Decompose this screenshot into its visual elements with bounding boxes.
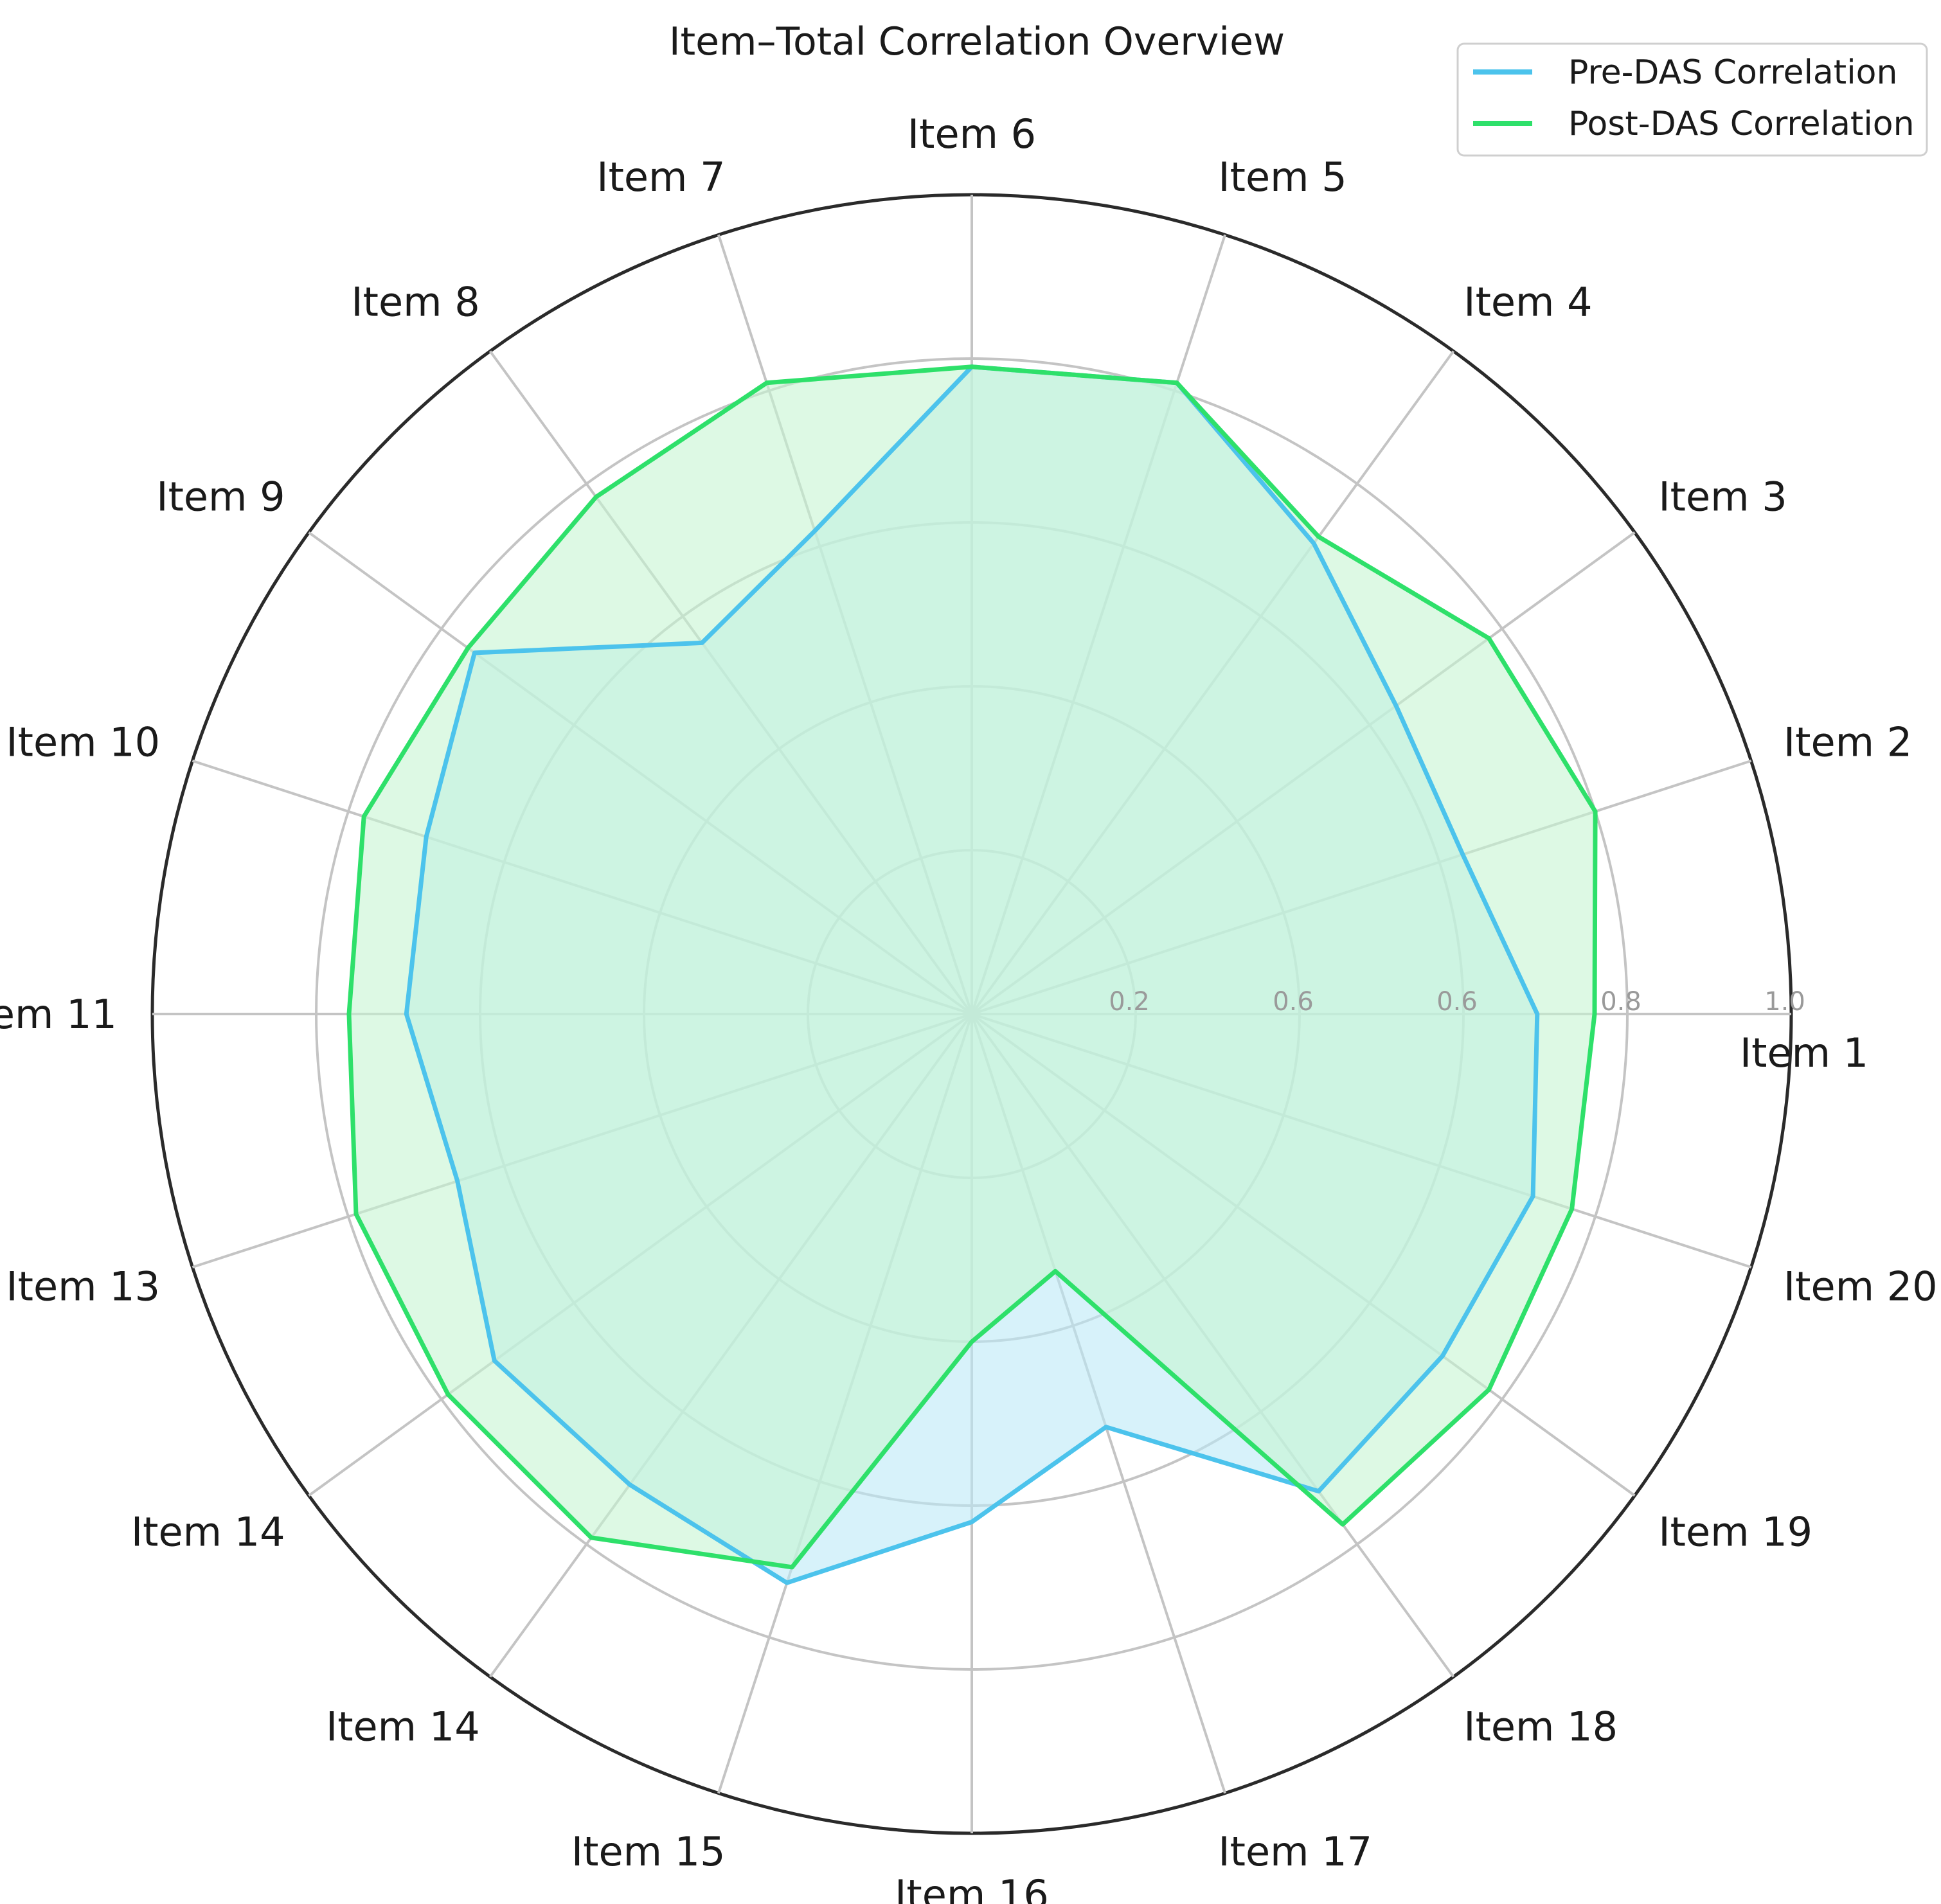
- ring-tick-label: 0.6: [1273, 987, 1314, 1017]
- ring-tick-labels: 0.2 0.6 0.6 0.8 1.0: [1109, 987, 1805, 1017]
- chart-title: Item–Total Correlation Overview: [669, 19, 1285, 64]
- category-label: Item 3: [1658, 474, 1787, 520]
- category-label: Item 1: [1740, 1029, 1868, 1076]
- category-label: Item 14: [326, 1703, 480, 1750]
- category-label: Item 18: [1463, 1703, 1618, 1750]
- category-label: Item 11: [0, 991, 117, 1038]
- legend-label-pre-das: Pre-DAS Correlation: [1568, 53, 1897, 92]
- series-fill-post-das: [349, 366, 1596, 1567]
- category-label: Item 13: [6, 1263, 160, 1310]
- category-label: Item 5: [1218, 154, 1346, 200]
- legend: Pre-DAS Correlation Post-DAS Correlation: [1456, 42, 1928, 157]
- series-line-post-das: [346, 364, 1598, 1570]
- category-label: Item 14: [131, 1508, 285, 1555]
- category-label: Item 6: [908, 111, 1036, 157]
- category-label: Item 2: [1784, 719, 1912, 766]
- category-label: Item 8: [351, 279, 479, 326]
- ring-tick-label: 0.2: [1109, 987, 1150, 1017]
- ring-tick-label: 1.0: [1764, 987, 1805, 1017]
- category-label: Item 7: [596, 154, 725, 200]
- radar-series: [346, 364, 1598, 1585]
- category-label: Item 20: [1784, 1263, 1938, 1310]
- category-label: Item 15: [571, 1828, 726, 1875]
- category-labels: Item 1 Item 2 Item 3 Item 4 Item 5 Item 6 Item…: [0, 111, 1938, 1904]
- legend-box: [1456, 42, 1928, 157]
- series-line-pre-das: [404, 364, 1540, 1585]
- category-label: Item 17: [1218, 1828, 1372, 1875]
- legend-label-post-das: Post-DAS Correlation: [1568, 105, 1915, 143]
- ring-tick-label: 0.8: [1600, 987, 1641, 1017]
- category-label: Item 4: [1463, 279, 1592, 326]
- category-label: Item 16: [895, 1871, 1049, 1904]
- category-label: Item 19: [1658, 1508, 1812, 1555]
- category-label: Item 9: [156, 474, 285, 520]
- category-label: Item 10: [6, 719, 160, 766]
- ring-tick-label: 0.6: [1436, 987, 1478, 1017]
